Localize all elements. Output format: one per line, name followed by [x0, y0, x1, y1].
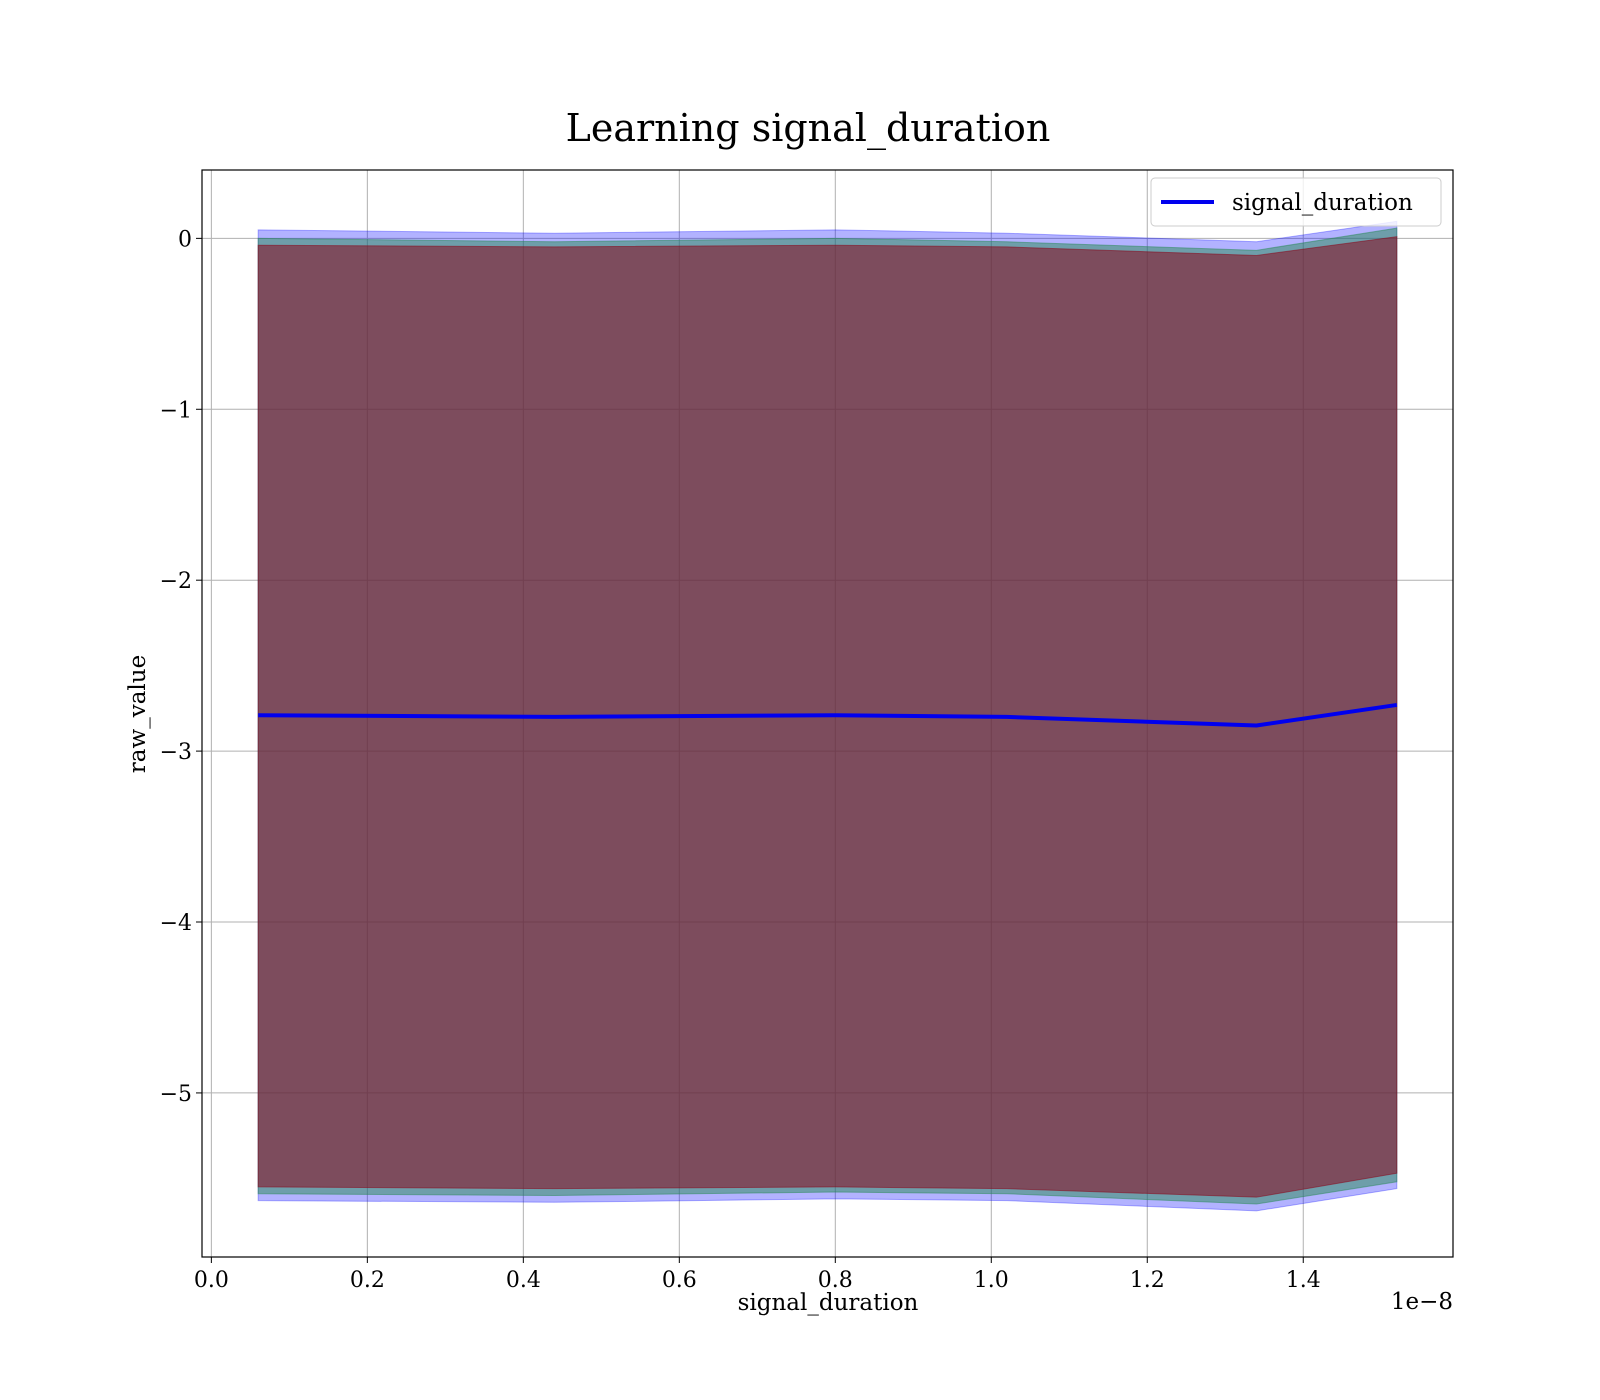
x-tick-label: 0.6: [662, 1268, 697, 1293]
legend-box: [1150, 177, 1442, 227]
y-tick-label: −3: [160, 740, 192, 765]
y-tick-label: −4: [160, 911, 192, 936]
legend-label: signal_duration: [1232, 190, 1413, 216]
x-tick-label: 1.4: [1286, 1268, 1321, 1293]
y-tick-label: −2: [160, 569, 192, 594]
x-tick-label: 1.2: [1130, 1268, 1165, 1293]
x-tick-label: 0.2: [350, 1268, 385, 1293]
y-tick-label: −1: [160, 398, 192, 423]
x-tick-label: 0.8: [818, 1268, 853, 1293]
x-tick-label: 0.4: [506, 1268, 541, 1293]
plot-frame: [201, 169, 1454, 1258]
x-tick-label: 0.0: [194, 1268, 229, 1293]
x-tick-label: 1.0: [974, 1268, 1009, 1293]
series-line: [258, 702, 1398, 728]
series-lines: [258, 702, 1398, 728]
x-axis-label: signal_duration: [738, 1290, 919, 1316]
y-tick-label: −5: [160, 1082, 192, 1107]
y-axis-label: raw_value: [125, 655, 151, 773]
chart-title: Learning signal_duration: [566, 106, 1051, 151]
x-axis-offset-label: 1e−8: [1391, 1289, 1453, 1315]
y-tick-label: 0: [178, 227, 192, 252]
legend: signal_duration: [1150, 177, 1442, 227]
axis-ticks: 0.0 0.2 0.4 0.6 0.8 1.0 1.2 1.4 0 −1 −2 −3 −4 −5: [160, 227, 1321, 1293]
